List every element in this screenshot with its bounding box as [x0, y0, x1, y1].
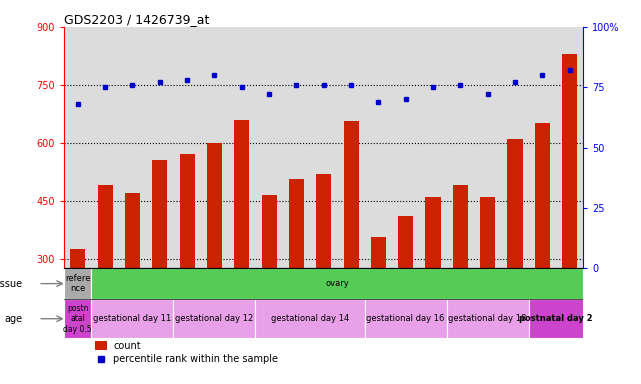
- Bar: [371, 237, 386, 268]
- Bar: [262, 195, 276, 268]
- Text: ovary: ovary: [326, 279, 349, 288]
- Bar: [529, 299, 583, 338]
- Bar: [207, 143, 222, 268]
- Text: gestational day 11: gestational day 11: [94, 314, 172, 323]
- Text: count: count: [113, 341, 141, 351]
- Bar: [562, 54, 577, 268]
- Bar: [398, 216, 413, 268]
- Bar: [174, 299, 255, 338]
- Text: tissue: tissue: [0, 279, 22, 289]
- Bar: [64, 268, 92, 299]
- Bar: [125, 193, 140, 268]
- Bar: [508, 139, 522, 268]
- Bar: [97, 185, 113, 268]
- Bar: [453, 185, 468, 268]
- Text: GDS2203 / 1426739_at: GDS2203 / 1426739_at: [64, 13, 210, 26]
- Bar: [152, 160, 167, 268]
- Text: gestational day 16: gestational day 16: [367, 314, 445, 323]
- Bar: [447, 299, 529, 338]
- Bar: [96, 341, 106, 350]
- Bar: [64, 299, 92, 338]
- Bar: [234, 119, 249, 268]
- Bar: [179, 154, 195, 268]
- Bar: [92, 299, 174, 338]
- Text: age: age: [4, 314, 22, 324]
- Bar: [535, 123, 550, 268]
- Bar: [255, 299, 365, 338]
- Text: gestational day 18: gestational day 18: [449, 314, 527, 323]
- Bar: [289, 179, 304, 268]
- Text: gestational day 14: gestational day 14: [271, 314, 349, 323]
- Bar: [344, 121, 358, 268]
- Text: postn
atal
day 0.5: postn atal day 0.5: [63, 304, 92, 334]
- Text: refere
nce: refere nce: [65, 274, 90, 293]
- Bar: [316, 174, 331, 268]
- Bar: [365, 299, 447, 338]
- Text: percentile rank within the sample: percentile rank within the sample: [113, 354, 278, 364]
- Bar: [480, 197, 495, 268]
- Text: postnatal day 2: postnatal day 2: [519, 314, 593, 323]
- Text: gestational day 12: gestational day 12: [175, 314, 254, 323]
- Bar: [71, 249, 85, 268]
- Bar: [426, 197, 440, 268]
